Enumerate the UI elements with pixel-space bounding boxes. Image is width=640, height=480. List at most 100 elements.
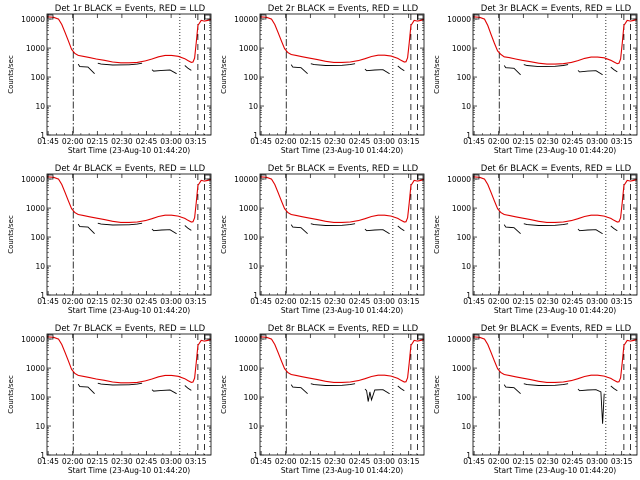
x-tick-label: 03:00 <box>160 137 182 146</box>
x-tick-label: 03:00 <box>373 457 395 466</box>
x-tick-label: 02:15 <box>86 457 108 466</box>
detector-panel-6: Det 6r BLACK = Events, RED = LLD 1 10 100 10… <box>433 164 638 315</box>
events-series-line-seg-2 <box>577 388 605 424</box>
x-tick-label: 03:15 <box>611 297 633 306</box>
events-series-line-seg-1 <box>97 62 143 66</box>
y-tick-label: 1000 <box>239 364 258 373</box>
detector-panel-4: Det 4r BLACK = Events, RED = LLD 1 10 100 10… <box>7 164 212 315</box>
axes-frame <box>46 13 212 136</box>
x-tick-label: 03:15 <box>185 457 207 466</box>
axes-frame <box>259 173 425 296</box>
events-series-line-seg-2 <box>577 70 603 76</box>
panel-title: Det 5r BLACK = Events, RED = LLD <box>268 164 419 174</box>
y-tick-label: 1000 <box>26 204 45 213</box>
y-tick-label: 1 <box>466 451 471 460</box>
detector-panel-9: Det 9r BLACK = Events, RED = LLD 1 10 100 10… <box>433 324 638 475</box>
y-axis-label: Counts/sec <box>220 215 228 254</box>
x-tick-label: 02:30 <box>537 457 559 466</box>
x-tick-label: 03:00 <box>160 457 182 466</box>
x-tick-label: 03:15 <box>398 137 420 146</box>
y-axis-label: Counts/sec <box>7 215 15 254</box>
y-axis-label: Counts/sec <box>220 55 228 94</box>
x-tick-label: 01:45 <box>250 137 272 146</box>
events-series-line-seg-2 <box>151 389 177 395</box>
y-tick-label: 10 <box>248 102 258 111</box>
detector-panel-3: Det 3r BLACK = Events, RED = LLD 1 10 100 10… <box>433 4 638 155</box>
y-tick-label: 10000 <box>447 15 471 24</box>
events-series-line-seg-3 <box>610 225 618 232</box>
panel-title: Det 2r BLACK = Events, RED = LLD <box>268 4 419 14</box>
x-tick-label: 03:15 <box>185 137 207 146</box>
corner-marker <box>204 14 211 20</box>
x-tick-label: 01:45 <box>250 297 272 306</box>
x-tick-label: 02:30 <box>324 457 346 466</box>
y-tick-label: 100 <box>244 393 259 402</box>
axes-frame <box>46 333 212 456</box>
events-series-line-seg-0 <box>77 63 95 75</box>
events-series-line-seg-0 <box>77 383 95 395</box>
events-series-line-seg-3 <box>184 225 192 231</box>
y-tick-label: 10000 <box>234 175 258 184</box>
plot-area <box>260 16 424 75</box>
plot-area <box>260 336 424 402</box>
x-tick-label: 03:15 <box>611 137 633 146</box>
y-tick-label: 1 <box>253 131 258 140</box>
corner-marker <box>417 174 424 180</box>
corner-marker <box>417 14 424 20</box>
y-tick-label: 10000 <box>21 175 45 184</box>
y-tick-label: 100 <box>244 233 259 242</box>
x-tick-label: 02:45 <box>349 297 371 306</box>
lld-series-line <box>47 336 211 384</box>
lld-series-line <box>260 16 424 63</box>
x-axis-label: Start Time (23-Aug-10 01:44:20) <box>68 466 190 475</box>
y-tick-label: 1 <box>40 131 45 140</box>
axes-frame <box>472 333 638 456</box>
panel-title: Det 1r BLACK = Events, RED = LLD <box>55 4 206 14</box>
x-axis-label: Start Time (23-Aug-10 01:44:20) <box>494 466 616 475</box>
y-tick-label: 100 <box>31 233 46 242</box>
axes-frame <box>259 13 425 136</box>
y-tick-label: 1000 <box>452 44 471 53</box>
events-series-line-seg-0 <box>503 65 521 76</box>
y-tick-label: 1 <box>466 131 471 140</box>
events-series-line-seg-0 <box>290 224 308 235</box>
y-tick-label: 1000 <box>239 204 258 213</box>
events-series-line-seg-3 <box>184 65 192 71</box>
x-tick-label: 02:15 <box>512 297 534 306</box>
lld-series-line <box>473 16 637 65</box>
y-tick-label: 10000 <box>234 15 258 24</box>
x-tick-label: 02:30 <box>111 297 133 306</box>
x-tick-label: 02:00 <box>62 137 84 146</box>
events-series-line-seg-2 <box>364 228 390 235</box>
x-tick-label: 02:45 <box>136 137 158 146</box>
y-tick-label: 1000 <box>452 364 471 373</box>
y-tick-label: 1000 <box>452 204 471 213</box>
events-series-line-seg-0 <box>503 384 521 395</box>
detector-panel-7: Det 7r BLACK = Events, RED = LLD 1 10 100 10… <box>7 324 212 475</box>
events-series-line-seg-1 <box>523 223 569 226</box>
y-tick-label: 10000 <box>447 175 471 184</box>
events-series-line-seg-3 <box>184 385 192 391</box>
y-axis-label: Counts/sec <box>7 375 15 414</box>
y-tick-label: 1000 <box>239 44 258 53</box>
x-tick-label: 02:15 <box>299 297 321 306</box>
events-series-line-seg-0 <box>503 224 521 235</box>
x-tick-label: 01:45 <box>37 297 59 306</box>
events-series-line-seg-2 <box>577 228 603 235</box>
corner-marker <box>204 174 211 180</box>
x-tick-label: 01:45 <box>463 137 485 146</box>
corner-marker <box>630 174 637 180</box>
y-tick-label: 1 <box>40 451 45 460</box>
plot-area <box>473 176 637 235</box>
detector-panel-1: Det 1r BLACK = Events, RED = LLD 1 10 100 10… <box>7 4 212 155</box>
x-axis-label: Start Time (23-Aug-10 01:44:20) <box>281 146 403 155</box>
x-tick-label: 02:00 <box>62 297 84 306</box>
y-tick-label: 1 <box>466 291 471 300</box>
x-tick-label: 02:15 <box>512 137 534 146</box>
x-tick-label: 03:15 <box>398 297 420 306</box>
events-series-line-seg-0 <box>290 64 308 75</box>
y-tick-label: 10 <box>461 422 471 431</box>
x-tick-label: 01:45 <box>37 457 59 466</box>
y-tick-label: 100 <box>244 73 259 82</box>
panel-title: Det 9r BLACK = Events, RED = LLD <box>481 324 632 334</box>
